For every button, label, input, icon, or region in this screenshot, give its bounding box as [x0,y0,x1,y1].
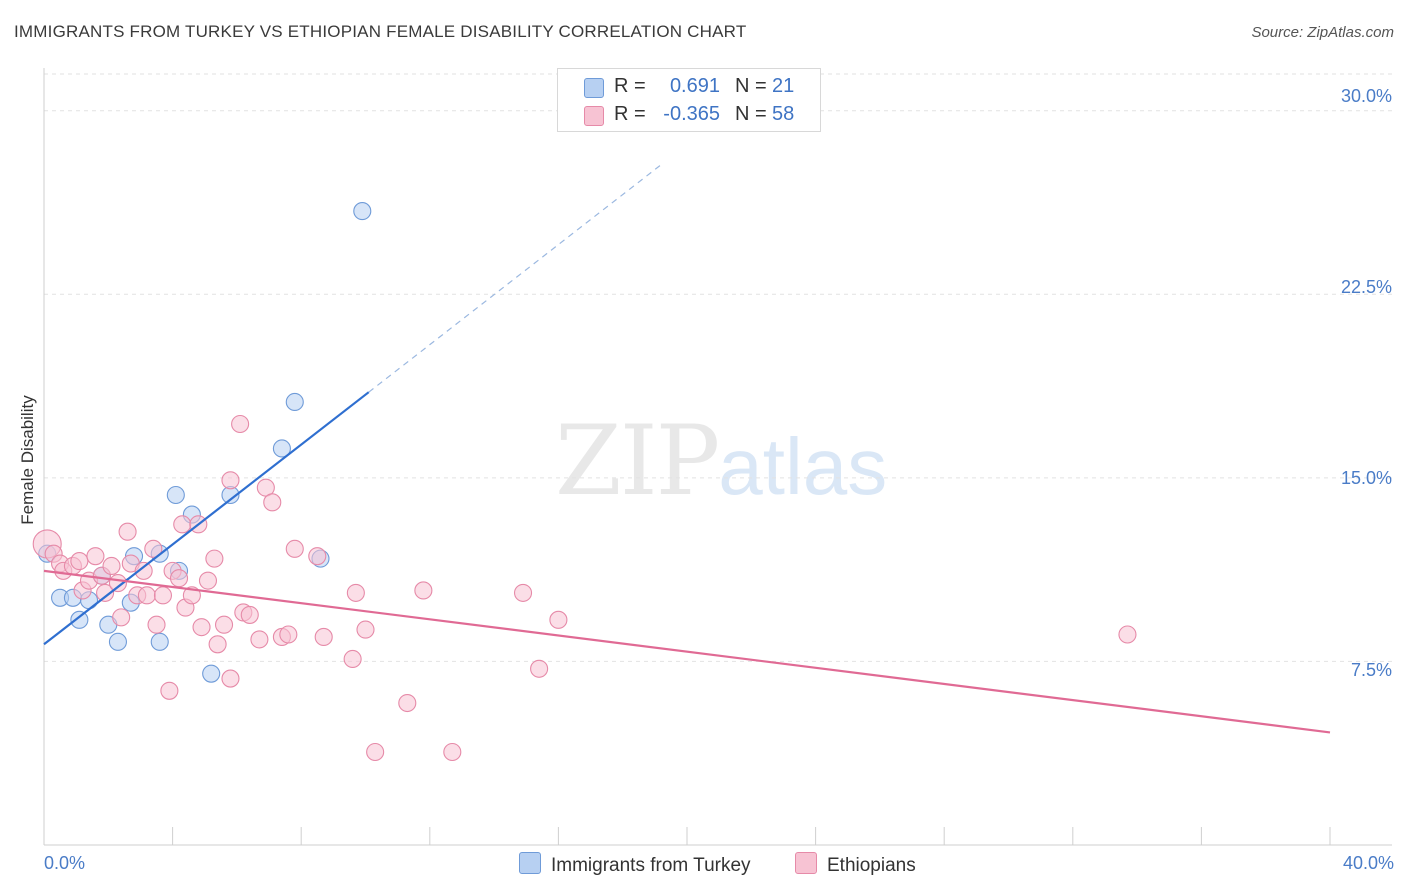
ethiopia-point-19 [144,539,163,558]
turkey-trend-line [43,391,370,646]
ethiopia-r-label: R = [614,103,646,125]
legend-ethiopia-label: Ethiopians [827,855,916,876]
ethiopia-point-22 [160,681,179,700]
ethiopia-point-39 [250,630,269,649]
turkey-trend-extension [368,164,662,393]
ethiopia-point-36 [231,414,250,434]
ethiopia-point-14 [118,522,137,541]
ethiopia-point-20 [147,615,166,634]
ethiopia-point-45 [308,547,327,566]
ethiopia-point-31 [205,549,224,568]
stats-row-turkey: R = 0.691 N = 21 [558,73,820,103]
ethiopia-point-38 [240,605,259,624]
ethiopia-point-52 [414,581,433,600]
stats-row-ethiopia: R = -0.365 N = 58 [558,101,820,131]
ethiopia-point-10 [96,583,115,602]
ethiopia-point-30 [198,571,218,590]
watermark-zip: ZIP [555,405,720,517]
turkey-point-18 [285,392,304,412]
ethiopia-r-value: -0.365 [663,103,720,125]
ethiopia-point-51 [398,693,417,713]
ethiopia-point-56 [549,610,568,629]
ethiopia-point-46 [314,627,333,647]
x-tick-label-max: 40.0% [1342,853,1394,873]
ethiopia-point-32 [208,635,227,654]
ethiopia-point-54 [513,583,533,602]
ethiopia-point-35 [221,471,240,490]
turkey-n-value: 21 [772,75,795,97]
ethiopia-point-55 [530,659,549,678]
ethiopia-point-11 [102,556,121,576]
turkey-point-13 [166,485,185,505]
ethiopia-n-value: 58 [772,103,795,125]
ethiopia-point-21 [153,586,173,605]
ethiopia-point-49 [356,620,375,639]
y-tick-label-22-5: 22.5% [1340,277,1392,297]
ethiopia-point-24 [169,569,189,588]
ethiopia-point-17 [134,561,153,580]
source-label: Source: ZipAtlas.com [1251,24,1394,41]
ethiopia-point-5 [70,552,89,571]
y-axis-label: Female Disability [18,395,37,525]
y-tick-label-30: 30.0% [1340,86,1392,106]
watermark-atlas: atlas [718,422,888,511]
turkey-point-9 [150,632,169,651]
turkey-point-3 [70,610,89,629]
legend-item-ethiopia: Ethiopians [795,852,916,878]
y-tick-label-15: 15.0% [1340,468,1392,488]
y-tick-label-7-5: 7.5% [1350,660,1392,680]
ethiopia-swatch-icon [584,106,604,126]
ethiopia-point-25 [173,515,192,534]
turkey-point-15 [202,664,221,683]
ethiopia-point-53 [443,742,462,762]
ethiopia-point-57 [1118,625,1137,644]
legend-turkey-swatch-icon [519,852,541,874]
ethiopia-point-43 [279,625,298,644]
ethiopia-point-13 [112,608,131,627]
ethiopia-point-41 [263,493,282,512]
turkey-point-17 [272,439,291,458]
ethiopia-point-48 [346,583,365,602]
ethiopia-point-50 [366,742,385,762]
ethiopia-trend-line [43,569,1331,734]
ethiopia-point-33 [214,615,234,634]
correlation-stats-box: R = 0.691 N = 21 R = -0.365 N = 58 [557,68,821,132]
turkey-point-20 [353,202,372,221]
legend-turkey-label: Immigrants from Turkey [551,855,751,876]
legend-item-turkey: Immigrants from Turkey [519,852,751,878]
ethiopia-n-label: N = [735,103,767,125]
ethiopia-point-18 [137,586,156,605]
turkey-n-label: N = [735,75,767,97]
ethiopia-point-29 [192,618,211,637]
turkey-r-label: R = [614,75,646,97]
turkey-r-value: 0.691 [669,75,720,97]
chart-title: IMMIGRANTS FROM TURKEY VS ETHIOPIAN FEMA… [14,22,747,41]
ethiopia-point-34 [221,669,240,688]
legend-ethiopia-swatch-icon [795,852,817,874]
ethiopia-point-8 [86,547,105,566]
x-tick-label-min: 0.0% [44,853,86,873]
ethiopia-point-27 [182,586,201,605]
turkey-swatch-icon [584,78,604,98]
watermark: ZIPatlas [555,405,887,517]
turkey-point-7 [108,632,127,651]
ethiopia-point-44 [285,539,304,558]
ethiopia-point-47 [343,649,362,669]
